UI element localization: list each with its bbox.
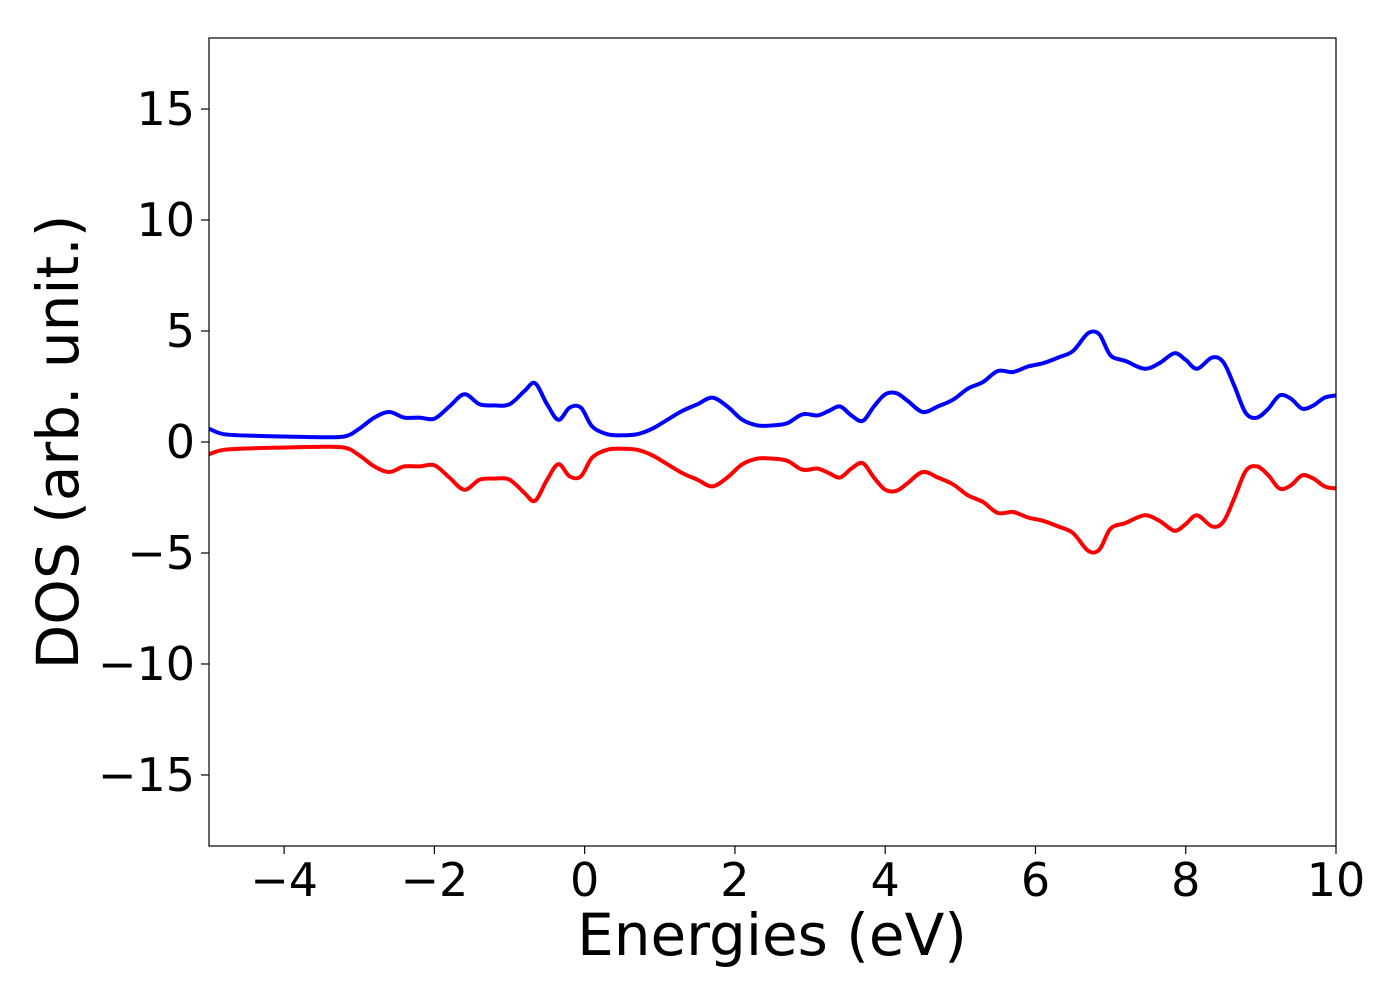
series-line-1 (209, 329, 1336, 440)
y-tick-label: −5 (127, 526, 195, 580)
x-tick-label: −4 (250, 853, 318, 907)
y-axis-label: DOS (arb. unit.) (24, 215, 92, 670)
y-tick-label: 5 (166, 304, 195, 358)
x-tick-label: 10 (1307, 853, 1366, 907)
x-tick-label: 2 (720, 853, 749, 907)
y-tick-label: 0 (166, 415, 195, 469)
y-tick-label: 10 (136, 193, 195, 247)
y-tick-label: −10 (98, 637, 195, 691)
y-tick-label: −15 (98, 748, 195, 802)
y-tick-label: 15 (136, 82, 195, 136)
x-tick-label: 4 (871, 853, 900, 907)
x-tick-label: 6 (1021, 853, 1050, 907)
series-line-2 (209, 444, 1336, 555)
x-tick-label: 8 (1171, 853, 1200, 907)
x-axis-label: Energies (eV) (577, 901, 967, 969)
y-axis: 15 10 5 0 −5 −10 −15 (98, 82, 209, 802)
x-tick-label: −2 (400, 853, 468, 907)
x-tick-label: 0 (570, 853, 599, 907)
series-layer (209, 329, 1336, 555)
x-axis: −4 −2 0 2 4 6 8 10 (250, 846, 1365, 907)
